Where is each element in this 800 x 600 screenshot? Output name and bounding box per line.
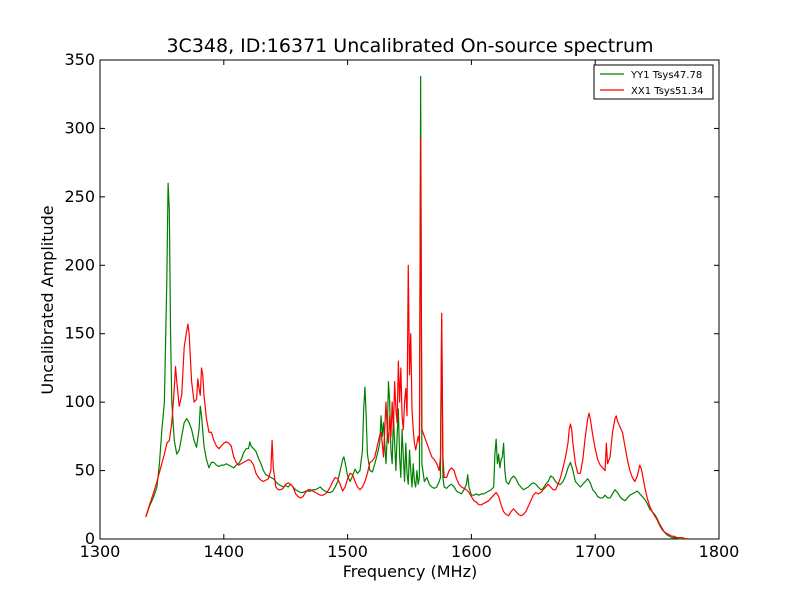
y-tick-label: 250 [64, 187, 95, 206]
legend-label-xx1: XX1 Tsys51.34 [631, 86, 704, 97]
chart-title: 3C348, ID:16371 Uncalibrated On-source s… [166, 35, 653, 57]
axes-frame [99, 59, 720, 540]
x-tick-label: 1700 [575, 542, 616, 561]
y-axis-label: Uncalibrated Amplitude [38, 205, 57, 394]
y-tick-label: 0 [85, 529, 95, 548]
y-tick-label: 350 [64, 50, 95, 69]
x-axis-label: Frequency (MHz) [343, 562, 477, 581]
plot-area: 1300 1400 1500 1600 1700 1800 0 50 100 150 200 250 3… [64, 50, 739, 561]
series-line-xx1 [145, 137, 689, 540]
y-tick-label: 150 [64, 324, 95, 343]
legend-label-yy1: YY1 Tsys47.78 [630, 70, 702, 81]
y-tick-label: 100 [64, 392, 95, 411]
y-tick-label: 300 [64, 118, 95, 137]
x-tick-label: 1600 [451, 542, 492, 561]
x-tick-label: 1400 [203, 542, 244, 561]
series-line-yy1 [145, 75, 689, 540]
series-layer [145, 75, 689, 540]
x-tick-label: 1300 [80, 542, 121, 561]
legend-box [593, 64, 714, 100]
tick-layer: 1300 1400 1500 1600 1700 1800 0 50 100 150 200 250 3… [64, 50, 739, 561]
x-tick-label: 1500 [327, 542, 368, 561]
y-tick-label: 50 [75, 461, 95, 480]
x-tick-label: 1800 [699, 542, 740, 561]
legend: YY1 Tsys47.78 XX1 Tsys51.34 [593, 64, 714, 100]
y-tick-label: 200 [64, 255, 95, 274]
